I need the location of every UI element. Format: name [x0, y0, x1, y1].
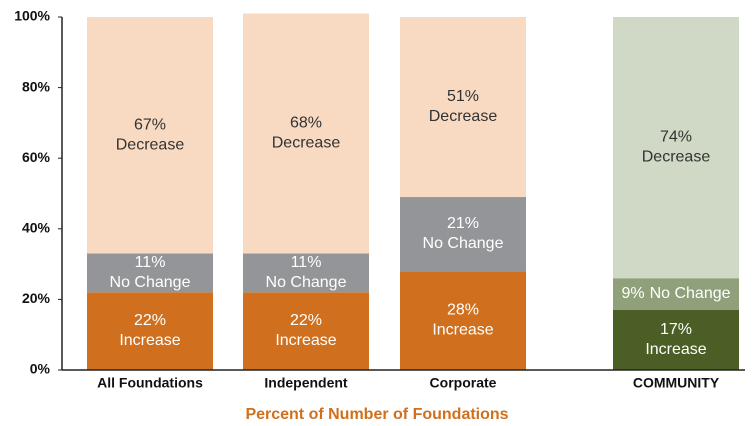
y-tick-label: 20%	[22, 290, 51, 306]
y-tick-label: 0%	[30, 361, 51, 377]
data-label-name: Decrease	[272, 135, 341, 152]
bar-segment	[243, 13, 369, 254]
bar-segment	[243, 292, 369, 370]
data-label: 74% Decrease	[642, 129, 711, 166]
x-tick-label: Independent	[264, 375, 348, 391]
data-label: 67% Decrease	[116, 116, 185, 153]
data-label: 22% Increase	[119, 312, 180, 349]
data-label: 9% No Change	[621, 285, 730, 302]
bar-segment	[613, 17, 739, 279]
data-label: 11% No Change	[110, 254, 191, 291]
data-label-value: 51%	[447, 88, 479, 105]
bar-segment	[87, 292, 213, 370]
bar-segment	[87, 17, 213, 254]
bar-segment	[400, 17, 526, 198]
data-label-name: Increase	[645, 341, 706, 358]
data-label-name: Increase	[432, 322, 493, 339]
x-axis-label: Percent of Number of Foundations	[245, 406, 508, 423]
bar-segment	[613, 278, 739, 310]
data-label-value: 11%	[135, 254, 166, 271]
y-tick-label: 80%	[22, 78, 51, 94]
data-label-name: Increase	[275, 332, 336, 349]
bar-segment	[400, 271, 526, 370]
data-label-value: 22%	[134, 312, 166, 329]
data-label-name: No Change	[110, 274, 191, 291]
data-label-name: No Change	[423, 235, 504, 252]
y-tick-label: 40%	[22, 220, 51, 236]
data-label: 17% Increase	[645, 321, 706, 358]
data-label-name: Decrease	[116, 136, 185, 153]
data-label: 22% Increase	[275, 312, 336, 349]
data-label-value: 17%	[660, 321, 692, 338]
y-tick-label: 100%	[14, 8, 50, 24]
data-label-value: 74%	[660, 129, 692, 146]
y-tick-label: 60%	[22, 149, 51, 165]
data-label-value: 21%	[447, 215, 479, 232]
bar-segment	[243, 253, 369, 293]
data-label-name: Decrease	[429, 108, 498, 125]
data-label-name: No Change	[650, 285, 731, 302]
bar-segment	[400, 197, 526, 272]
data-label-name: Increase	[119, 332, 180, 349]
data-label: 68% Decrease	[272, 115, 341, 152]
data-label: 21% No Change	[423, 215, 504, 252]
data-label-name: Decrease	[642, 149, 711, 166]
data-label-value: 28%	[447, 302, 479, 319]
data-label-value: 67%	[134, 116, 166, 133]
data-label-value: 9%	[621, 285, 644, 302]
x-tick-label: Corporate	[430, 375, 497, 391]
x-tick-label: All Foundations	[97, 375, 203, 391]
data-label-value: 22%	[290, 312, 322, 329]
data-label: 11% No Change	[266, 254, 347, 291]
x-tick-label: COMMUNITY	[633, 375, 720, 391]
data-label-name: No Change	[266, 274, 347, 291]
data-label-value: 68%	[290, 115, 322, 132]
data-label-value: 11%	[291, 254, 322, 271]
bar-segment	[87, 253, 213, 293]
data-label: 28% Increase	[432, 302, 493, 339]
bar-segment	[613, 309, 739, 370]
data-label: 51% Decrease	[429, 88, 498, 125]
